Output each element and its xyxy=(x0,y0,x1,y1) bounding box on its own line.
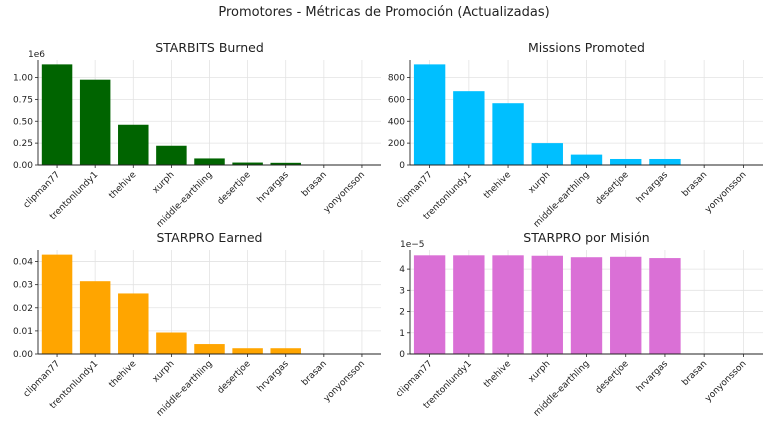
starpro-earned-x-tick-label: xurph xyxy=(151,359,177,385)
starpro-earned-x-tick-label: thehive xyxy=(107,359,138,390)
starbits-burned-chart: 0.000.250.500.751.00clipman77trentonlund… xyxy=(13,40,381,230)
starpro-earned-y-tick-label: 0.03 xyxy=(13,281,33,291)
starpro-por-mision-x-tick-label: hrvargas xyxy=(635,359,670,394)
missions-promoted-bar-thehive xyxy=(492,103,524,165)
missions-promoted-x-tick-label: thehive xyxy=(482,170,513,201)
missions-promoted-x-tick-label: brasan xyxy=(680,170,709,199)
starpro-por-mision-x-tick-label: xurph xyxy=(527,359,553,385)
starbits-burned-y-tick-label: 0.50 xyxy=(13,117,33,127)
missions-promoted-bar-middle-earthling xyxy=(570,154,603,165)
starpro-earned-x-tick-label: brasan xyxy=(300,359,329,388)
starpro-earned-chart: 0.000.010.020.030.04clipman77trentonlund… xyxy=(13,230,381,419)
missions-promoted-bar-clipman77 xyxy=(413,64,446,165)
starpro-earned-y-tick-label: 0.02 xyxy=(13,304,33,314)
starbits-burned-bar-middle-earthling xyxy=(194,158,225,165)
missions-promoted-y-tick-label: 0 xyxy=(399,161,405,171)
starpro-earned-y-tick-label: 0.01 xyxy=(13,327,33,337)
starpro-por-mision-title: STARPRO por Misión xyxy=(523,230,649,245)
missions-promoted-title: Missions Promoted xyxy=(528,40,645,55)
missions-promoted-y-tick-label: 800 xyxy=(388,74,405,84)
missions-promoted-y-tick-label: 600 xyxy=(388,95,405,105)
starpro-earned-x-tick-label: desertjoe xyxy=(216,359,253,396)
starpro-por-mision-x-tick-label: yonyonsson xyxy=(703,359,748,404)
starpro-por-mision-x-tick-label: brasan xyxy=(680,359,709,388)
missions-promoted-x-tick-label: xurph xyxy=(527,170,553,196)
starpro-por-mision-x-tick-label: thehive xyxy=(482,359,513,390)
starbits-burned-bar-clipman77 xyxy=(41,64,73,165)
starpro-por-mision-bar-hrvargas xyxy=(649,258,681,354)
starbits-burned-bar-trentonlundy1 xyxy=(79,79,111,165)
starpro-earned-bar-hrvargas xyxy=(270,348,301,354)
starbits-burned-x-tick-label: xurph xyxy=(151,170,177,196)
starpro-por-mision-y-tick-label: 0 xyxy=(399,350,405,360)
starpro-earned-bar-xurph xyxy=(156,332,187,354)
starbits-burned-x-tick-label: yonyonsson xyxy=(322,170,367,215)
missions-promoted-bar-hrvargas xyxy=(649,158,681,165)
starpro-earned-y-tick-label: 0.00 xyxy=(13,350,33,360)
starbits-burned-y-tick-label: 0.00 xyxy=(13,161,33,171)
starpro-earned-x-tick-label: clipman77 xyxy=(22,359,62,399)
missions-promoted-bar-desertjoe xyxy=(610,158,642,165)
missions-promoted-y-tick-label: 200 xyxy=(388,139,405,149)
starpro-por-mision-x-tick-label: desertjoe xyxy=(594,359,631,396)
starpro-earned-bar-thehive xyxy=(118,293,149,354)
starpro-por-mision-bar-middle-earthling xyxy=(570,257,603,354)
starpro-earned-bar-desertjoe xyxy=(232,348,263,354)
missions-promoted-bar-trentonlundy1 xyxy=(453,91,485,165)
starpro-por-mision-bar-xurph xyxy=(531,255,563,354)
starpro-por-mision-offset-label: 1e−5 xyxy=(400,240,425,250)
starbits-burned-y-tick-label: 1.00 xyxy=(13,74,33,84)
missions-promoted-x-tick-label: hrvargas xyxy=(635,170,670,205)
starpro-por-mision-bar-thehive xyxy=(492,255,524,354)
starbits-burned-x-tick-label: thehive xyxy=(107,170,138,201)
starbits-burned-y-tick-label: 0.75 xyxy=(13,95,33,105)
starbits-burned-x-tick-label: clipman77 xyxy=(22,170,62,210)
starpro-earned-x-tick-label: hrvargas xyxy=(256,359,291,394)
missions-promoted-x-tick-label: desertjoe xyxy=(594,170,631,207)
starpro-earned-bar-clipman77 xyxy=(41,254,73,354)
starbits-burned-offset-label: 1e6 xyxy=(28,50,45,60)
starbits-burned-bar-desertjoe xyxy=(232,162,263,165)
starpro-por-mision-bar-clipman77 xyxy=(413,255,446,354)
starpro-earned-bar-trentonlundy1 xyxy=(79,281,111,354)
starpro-por-mision-y-tick-label: 2 xyxy=(399,308,405,318)
starpro-por-mision-bar-desertjoe xyxy=(610,256,642,354)
starpro-por-mision-bar-trentonlundy1 xyxy=(453,255,485,354)
starpro-earned-bar-middle-earthling xyxy=(194,344,225,354)
starpro-earned-x-tick-label: yonyonsson xyxy=(322,359,367,404)
starpro-por-mision-y-tick-label: 1 xyxy=(399,329,405,339)
starpro-por-mision-x-tick-label: clipman77 xyxy=(394,359,434,399)
starbits-burned-x-tick-label: hrvargas xyxy=(256,170,291,205)
starbits-burned-x-tick-label: brasan xyxy=(300,170,329,199)
starbits-burned-y-tick-label: 0.25 xyxy=(13,139,33,149)
starpro-por-mision-y-tick-label: 3 xyxy=(399,286,405,296)
starbits-burned-title: STARBITS Burned xyxy=(155,40,264,55)
starbits-burned-x-tick-label: desertjoe xyxy=(216,170,253,207)
starpro-por-mision-y-tick-label: 4 xyxy=(399,265,405,275)
starbits-burned-bar-hrvargas xyxy=(270,162,301,165)
missions-promoted-bar-xurph xyxy=(531,143,563,165)
starpro-earned-y-tick-label: 0.04 xyxy=(13,258,33,268)
missions-promoted-x-tick-label: clipman77 xyxy=(394,170,434,210)
missions-promoted-x-tick-label: yonyonsson xyxy=(703,170,748,215)
starbits-burned-bar-thehive xyxy=(118,124,149,165)
starbits-burned-bar-xurph xyxy=(156,145,187,165)
starpro-earned-title: STARPRO Earned xyxy=(157,230,263,245)
missions-promoted-y-tick-label: 400 xyxy=(388,117,405,127)
figure-title: Promotores - Métricas de Promoción (Actu… xyxy=(218,5,549,20)
